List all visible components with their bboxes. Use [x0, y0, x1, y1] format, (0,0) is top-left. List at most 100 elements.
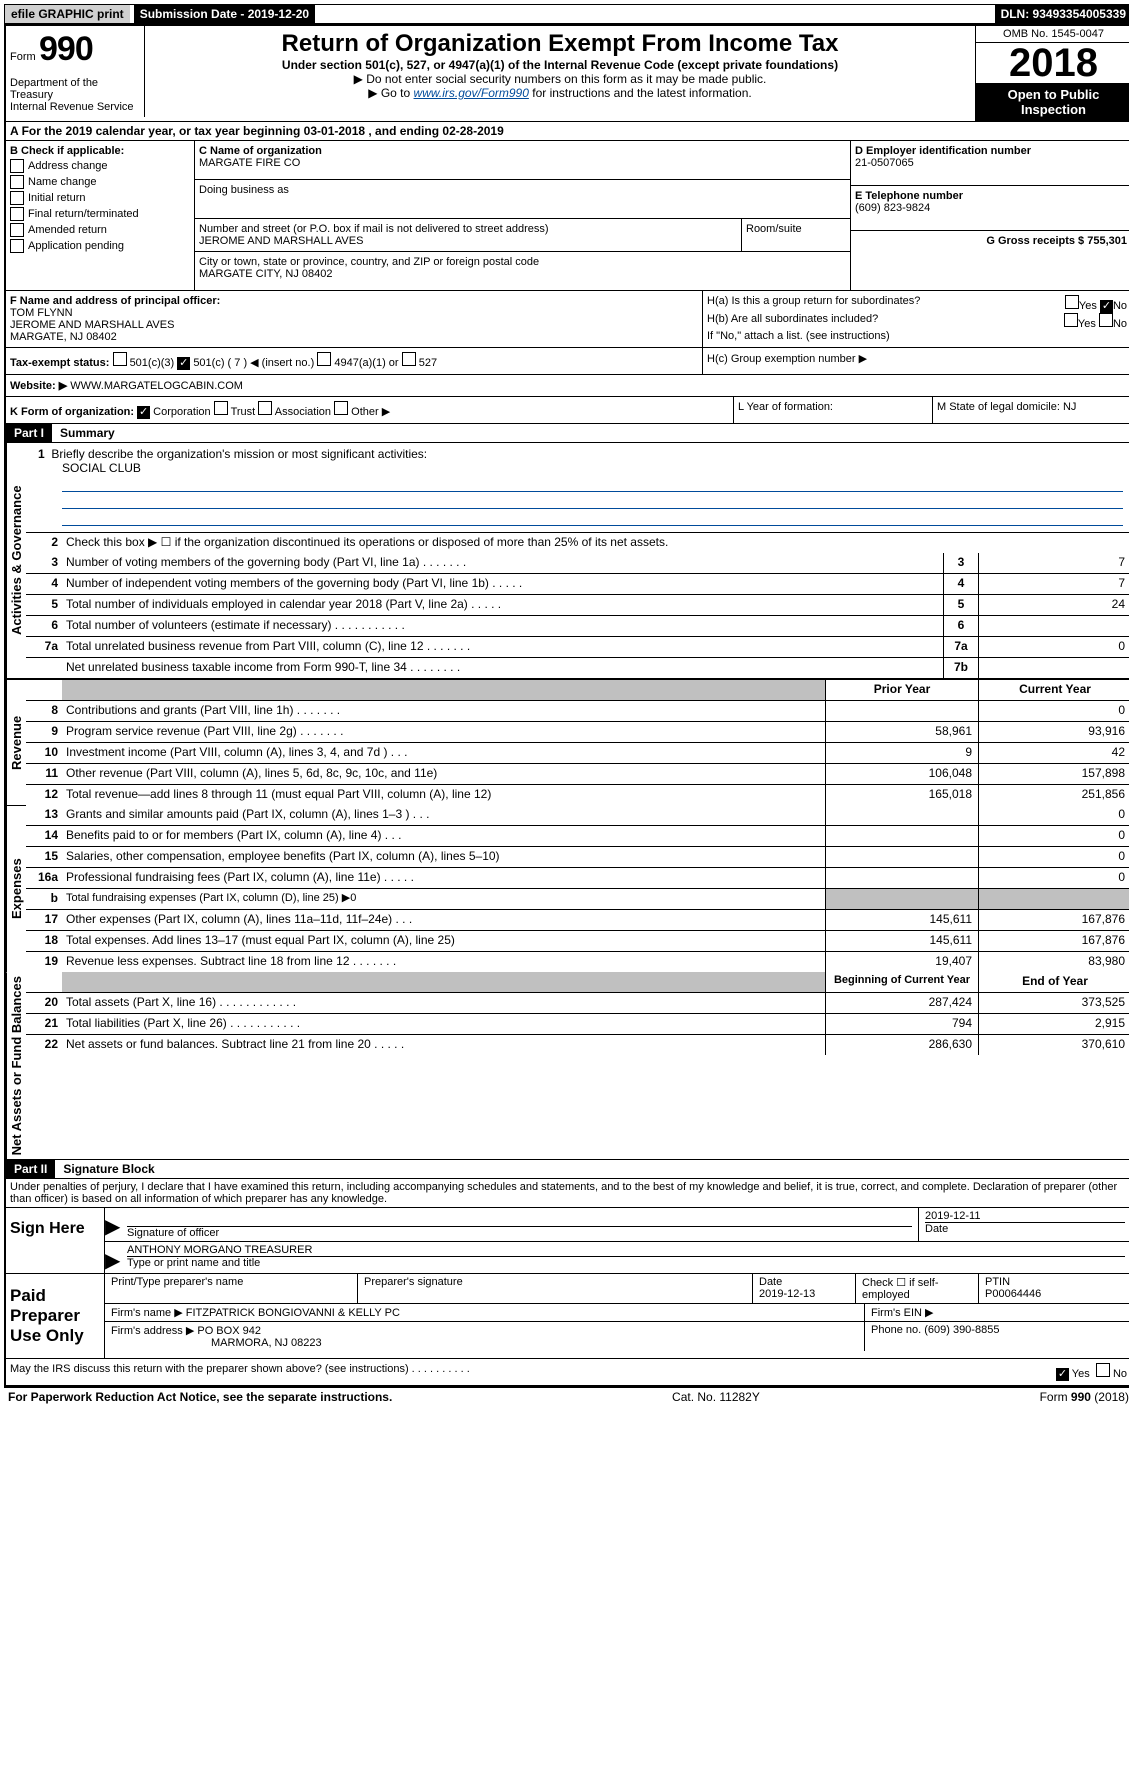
org-name: MARGATE FIRE CO [199, 157, 846, 169]
ha-label: H(a) Is this a group return for subordin… [707, 295, 920, 313]
line-item: 15 Salaries, other compensation, employe… [26, 847, 1129, 868]
firm-ein-label: Firm's EIN ▶ [865, 1304, 1129, 1321]
city-label: City or town, state or province, country… [199, 256, 846, 268]
footer-left: For Paperwork Reduction Act Notice, see … [8, 1390, 392, 1404]
part2-label: Part II [6, 1160, 55, 1178]
form-number: 990 [39, 30, 93, 68]
line-prior [825, 826, 978, 846]
line-num: 11 [26, 764, 62, 784]
hb-no[interactable] [1099, 313, 1113, 327]
col-begin: Beginning of Current Year [825, 972, 978, 992]
line-val: 0 [978, 637, 1129, 657]
rev-header-section: Revenue Prior Year Current Year 8 Contri… [6, 679, 1129, 805]
cb-final: Final return/terminated [28, 208, 139, 220]
line-num: 8 [26, 701, 62, 721]
line-num: 5 [26, 595, 62, 615]
ha-yes[interactable] [1065, 295, 1079, 309]
arrow-icon: ▶ [105, 1242, 121, 1273]
paid-preparer-label: Paid Preparer Use Only [6, 1274, 105, 1358]
line-num: b [26, 889, 62, 909]
line-desc: Benefits paid to or for members (Part IX… [62, 826, 825, 846]
hc-cell: H(c) Group exemption number ▶ [703, 348, 1129, 374]
section-f: F Name and address of principal officer:… [6, 291, 703, 347]
other-check[interactable] [334, 401, 348, 415]
527-check[interactable] [402, 352, 416, 366]
instructions-link[interactable]: www.irs.gov/Form990 [414, 86, 529, 100]
name-change-checkbox[interactable] [10, 175, 24, 189]
501c-check[interactable]: ✓ [177, 357, 190, 370]
hb-yes[interactable] [1064, 313, 1078, 327]
4947-check[interactable] [317, 352, 331, 366]
form-frame: Form 990 Department of the Treasury Inte… [4, 24, 1129, 1388]
governance-section: Activities & Governance 1 Briefly descri… [6, 443, 1129, 679]
ha-yes-label: Yes [1079, 300, 1097, 312]
klm-row: K Form of organization: ✓ Corporation Tr… [6, 397, 1129, 424]
ha-no[interactable]: ✓ [1100, 300, 1113, 313]
tax-year: 2018 [976, 43, 1129, 83]
final-return-checkbox[interactable] [10, 207, 24, 221]
gov-line: 6 Total number of volunteers (estimate i… [26, 616, 1129, 637]
title-box: Return of Organization Exempt From Incom… [145, 26, 975, 121]
signer-name: ANTHONY MORGANO TREASURER [127, 1244, 1125, 1256]
501c3-check[interactable] [113, 352, 127, 366]
hb-label: H(b) Are all subordinates included? [707, 313, 878, 330]
initial-return-checkbox[interactable] [10, 191, 24, 205]
amended-checkbox[interactable] [10, 223, 24, 237]
hb-no-label: No [1113, 318, 1127, 330]
sign-date-label: Date [925, 1222, 1125, 1235]
phone-value: (609) 823-9824 [855, 202, 1127, 214]
line-current: 0 [978, 701, 1129, 721]
line-item: 21 Total liabilities (Part X, line 26) .… [26, 1014, 1129, 1035]
sig-officer-label: Signature of officer [127, 1226, 912, 1239]
line-current: 251,856 [978, 785, 1129, 805]
line-current: 0 [978, 805, 1129, 825]
line-num [26, 658, 62, 678]
pending-checkbox[interactable] [10, 239, 24, 253]
opt-4947: 4947(a)(1) or [334, 357, 398, 369]
address-change-checkbox[interactable] [10, 159, 24, 173]
line-desc: Investment income (Part VIII, column (A)… [62, 743, 825, 763]
sign-section: Sign Here ▶ Signature of officer 2019-12… [6, 1208, 1129, 1274]
trust-check[interactable] [214, 401, 228, 415]
note-2-post: for instructions and the latest informat… [532, 86, 751, 100]
prep-date: 2019-12-13 [759, 1288, 815, 1300]
org-name-label: C Name of organization [199, 145, 846, 157]
discuss-yes[interactable]: ✓ [1056, 1368, 1069, 1381]
assoc-check[interactable] [258, 401, 272, 415]
efile-button[interactable]: efile GRAPHIC print [5, 5, 130, 23]
note-2: ▶ Go to www.irs.gov/Form990 for instruct… [149, 86, 971, 100]
submission-date: Submission Date - 2019-12-20 [134, 5, 315, 23]
line-prior [825, 847, 978, 867]
dept-box: Department of the Treasury Internal Reve… [6, 73, 145, 117]
footer-right: Form 990 (2018) [1040, 1390, 1129, 1404]
firm-addr-label: Firm's address ▶ [111, 1325, 194, 1337]
gov-line: 7a Total unrelated business revenue from… [26, 637, 1129, 658]
line-num: 3 [26, 553, 62, 573]
phone-label: E Telephone number [855, 190, 1127, 202]
line-desc: Total liabilities (Part X, line 26) . . … [62, 1014, 825, 1034]
section-b-header: B Check if applicable: [10, 145, 190, 157]
website-label: Website: ▶ [10, 380, 67, 392]
line1-desc: Briefly describe the organization's miss… [51, 447, 427, 461]
open-public-badge: Open to Public Inspection [976, 83, 1129, 121]
line-box: 3 [943, 553, 978, 573]
line-item: 19 Revenue less expenses. Subtract line … [26, 952, 1129, 972]
website-value: WWW.MARGATELOGCABIN.COM [70, 380, 243, 392]
line-current: 93,916 [978, 722, 1129, 742]
paid-preparer-section: Paid Preparer Use Only Print/Type prepar… [6, 1274, 1129, 1359]
line-num: 20 [26, 993, 62, 1013]
line2-desc: Check this box ▶ ☐ if the organization d… [62, 533, 1129, 553]
line-desc: Total unrelated business revenue from Pa… [62, 637, 943, 657]
corp-check[interactable]: ✓ [137, 406, 150, 419]
line-current: 0 [978, 868, 1129, 888]
line-prior: 58,961 [825, 722, 978, 742]
ptin-label: PTIN [985, 1276, 1010, 1288]
firm-phone: Phone no. (609) 390-8855 [865, 1322, 1129, 1351]
line-box: 4 [943, 574, 978, 594]
line-item: 12 Total revenue—add lines 8 through 11 … [26, 785, 1129, 805]
discuss-no[interactable] [1096, 1363, 1110, 1377]
line-num: 7a [26, 637, 62, 657]
prep-date-header: Date [759, 1276, 782, 1288]
section-h: H(a) Is this a group return for subordin… [703, 291, 1129, 347]
opt-501c: 501(c) ( 7 ) ◀ (insert no.) [193, 357, 314, 369]
